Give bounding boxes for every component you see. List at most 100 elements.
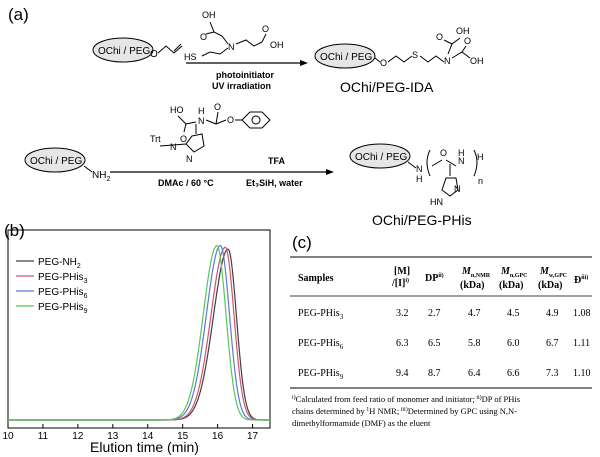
svg-text:Trt: Trt xyxy=(150,134,161,144)
x-tick-label: 15 xyxy=(177,431,189,442)
svg-text:6.0: 6.0 xyxy=(507,338,520,349)
svg-text:O: O xyxy=(440,148,447,158)
svg-text:HN: HN xyxy=(430,197,443,207)
x-tick-label: 14 xyxy=(142,431,154,442)
header-mn-gpc-unit: (kDa) xyxy=(499,280,523,291)
svg-text:H: H xyxy=(416,174,423,184)
product-2-ellipse xyxy=(349,143,411,169)
product-2-label: OChi / PEG xyxy=(355,152,407,163)
svg-text:OH: OH xyxy=(270,40,284,50)
gpc-curves xyxy=(8,244,270,421)
svg-text:6.6: 6.6 xyxy=(507,368,520,379)
svg-text:9.4: 9.4 xyxy=(396,368,409,379)
svg-text:8.7: 8.7 xyxy=(428,368,441,379)
header-dp: DPii) xyxy=(425,272,444,284)
x-tick-label: 16 xyxy=(212,431,224,442)
header-mn-nmr-unit: (kDa) xyxy=(460,280,484,291)
svg-text:chains determined by 1H NMR; i: chains determined by 1H NMR; iii)Determi… xyxy=(292,406,517,416)
svg-text:PEG-PHis6: PEG-PHis6 xyxy=(298,338,344,351)
svg-text:O: O xyxy=(464,36,471,46)
svg-text:6.3: 6.3 xyxy=(396,338,409,349)
svg-text:3.2: 3.2 xyxy=(396,308,409,319)
header-mw-gpc-unit: (kDa) xyxy=(538,280,562,291)
reaction-2: OChi / PEG NH2 HO O N H O O N Trt N xyxy=(24,102,484,228)
svg-text:H: H xyxy=(198,106,205,116)
x-tick-label: 12 xyxy=(72,431,84,442)
product-1-label: OChi / PEG xyxy=(320,52,372,63)
x-axis-ticks: 10 11 12 13 14 15 16 17 xyxy=(2,424,259,442)
header-samples: Samples xyxy=(298,273,334,284)
reagent-photoinitiator: photoinitiator xyxy=(216,70,274,80)
product-1-chain: O S N OH O OH O xyxy=(374,26,484,68)
svg-text:O: O xyxy=(180,134,187,144)
x-tick-label: 13 xyxy=(107,431,119,442)
svg-text:O: O xyxy=(200,32,207,42)
svg-text:4.7: 4.7 xyxy=(468,308,481,319)
allyl-chain xyxy=(157,45,183,54)
svg-text:N: N xyxy=(170,142,177,152)
reaction-1-arrowhead xyxy=(300,60,308,66)
reagent-et3sih: Et₃SiH, water xyxy=(246,178,303,188)
condition-dmac: DMAc / 60 °C xyxy=(158,178,214,188)
histidine-carbamate-monomer: HO O N H O O N Trt N xyxy=(150,102,271,164)
legend: PEG-NH2 PEG-PHis3 PEG-PHis6 PEG-PHis9 xyxy=(16,257,88,315)
header-mw-gpc: Mw,GPC xyxy=(539,266,567,279)
allyl-double-bond xyxy=(173,43,182,52)
svg-text:i)Calculated from feed ratio o: i)Calculated from feed ratio of monomer … xyxy=(292,394,520,404)
table-row-1: PEG-PHis3 3.2 2.7 4.7 4.5 4.9 1.08 xyxy=(298,308,591,321)
header-mn-nmr: Mn,NMR xyxy=(461,266,491,279)
svg-text:4.5: 4.5 xyxy=(507,308,520,319)
svg-text:4.9: 4.9 xyxy=(546,308,559,319)
start-2-label: OChi / PEG xyxy=(30,156,82,167)
svg-text:1.11: 1.11 xyxy=(573,338,590,349)
plot-frame xyxy=(7,229,271,429)
svg-text:N: N xyxy=(186,154,193,164)
table-footnotes: i)Calculated from feed ratio of monomer … xyxy=(292,394,520,428)
svg-text:6.7: 6.7 xyxy=(546,338,559,349)
legend-label-1: PEG-NH2 xyxy=(38,257,81,270)
svg-text:OH: OH xyxy=(470,56,484,66)
svg-text:7.3: 7.3 xyxy=(546,368,559,379)
reagent-uv: UV irradiation xyxy=(212,81,271,91)
svg-text:N: N xyxy=(416,164,423,174)
gpc-curve-4 xyxy=(8,244,270,421)
start-ellipse xyxy=(92,37,154,63)
svg-text:S: S xyxy=(412,50,418,60)
phis-chain: N H O N H H n HN N xyxy=(407,148,484,207)
svg-text:H: H xyxy=(458,148,465,158)
svg-text:1.10: 1.10 xyxy=(573,368,591,379)
svg-text:O: O xyxy=(262,24,269,34)
panel-c-label: (c) xyxy=(292,233,312,252)
svg-text:OH: OH xyxy=(202,10,216,20)
legend-label-2: PEG-PHis3 xyxy=(38,272,88,285)
start-material-label: OChi / PEG xyxy=(98,46,150,57)
svg-text:N: N xyxy=(444,56,451,66)
ida-thiol-reagent: OH O N O OH HS xyxy=(184,10,284,62)
svg-text:1.08: 1.08 xyxy=(573,308,591,319)
svg-text:dimethylformamide (DMF) as the: dimethylformamide (DMF) as the eluent xyxy=(292,418,431,428)
header-mi-2: /[I]i) xyxy=(391,277,409,289)
svg-text:N: N xyxy=(454,184,461,194)
table-header: Samples [M] /[I]i) DPii) Mn,NMR (kDa) Mn… xyxy=(298,266,588,291)
header-dispersity: Điii) xyxy=(574,274,588,286)
svg-text:O: O xyxy=(227,115,234,125)
legend-label-4: PEG-PHis9 xyxy=(38,302,88,315)
svg-text:O: O xyxy=(214,102,221,112)
svg-text:HS: HS xyxy=(184,52,197,62)
svg-text:N: N xyxy=(228,42,235,52)
x-tick-label: 11 xyxy=(38,431,49,442)
data-table: (c) Samples [M] /[I]i) DPii) Mn,NMR (kDa… xyxy=(290,233,592,428)
svg-text:6.4: 6.4 xyxy=(468,368,481,379)
product-1-ellipse xyxy=(314,43,376,69)
reaction-1: OChi / PEG O OH O N O OH HS photoinitiat… xyxy=(92,10,484,95)
reagent-tfa: TFA xyxy=(268,156,285,166)
table-row-2: PEG-PHis6 6.3 6.5 5.8 6.0 6.7 1.11 xyxy=(298,338,590,351)
svg-text:O: O xyxy=(380,58,387,68)
product-2-caption: OChi/PEG-PHis xyxy=(372,212,472,228)
svg-text:2.7: 2.7 xyxy=(428,308,441,319)
svg-text:5.8: 5.8 xyxy=(468,338,481,349)
reaction-2-arrowhead xyxy=(326,169,334,175)
svg-text:OH: OH xyxy=(456,26,470,36)
panel-a-label: (a) xyxy=(8,5,29,24)
svg-text:N: N xyxy=(458,156,465,166)
